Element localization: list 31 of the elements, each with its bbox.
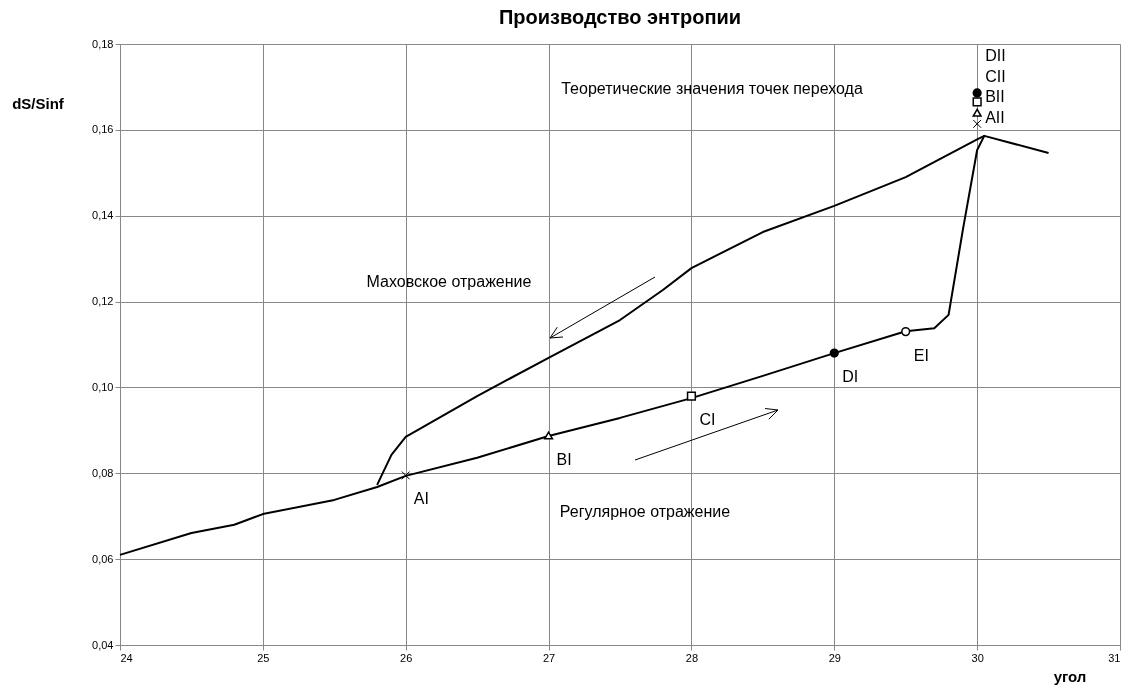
annotation: AI — [413, 490, 429, 508]
y-axis-title: dS/Sinf — [12, 95, 65, 112]
x-axis-title: угол — [1053, 668, 1087, 685]
y-tick-label: 0,06 — [92, 552, 114, 565]
y-tick-label: 0,16 — [92, 123, 114, 136]
x-tick-label: 30 — [971, 651, 984, 664]
y-tick-label: 0,14 — [92, 209, 114, 222]
annotation: BI — [556, 450, 572, 468]
y-tick-label: 0,10 — [92, 380, 114, 393]
annotation: CII — [985, 67, 1006, 85]
x-tick-label: 31 — [1108, 651, 1121, 664]
y-tick-label: 0,18 — [92, 37, 114, 50]
annotation: CI — [699, 411, 716, 429]
annotation: Маховское отражение — [366, 273, 532, 290]
annotation: BII — [985, 88, 1005, 106]
x-tick-label: 26 — [400, 651, 413, 664]
y-tick-label: 0,08 — [92, 466, 114, 479]
x-tick-label: 25 — [257, 651, 270, 664]
annotation: Регулярное отражение — [559, 503, 731, 520]
annotation: DII — [985, 47, 1006, 65]
annotation: Теоретические значения точек перехода — [561, 80, 863, 97]
annotation: EI — [913, 346, 929, 364]
y-tick-label: 0,12 — [92, 295, 114, 308]
x-tick-label: 29 — [828, 651, 841, 664]
chart-title: Производство энтропии — [498, 6, 742, 28]
annotation: AII — [985, 108, 1005, 126]
x-tick-label: 28 — [685, 651, 699, 664]
y-tick-label: 0,04 — [92, 638, 114, 651]
x-tick-label: 24 — [120, 651, 133, 664]
annotation: DI — [842, 368, 859, 386]
x-tick-label: 27 — [542, 651, 556, 664]
